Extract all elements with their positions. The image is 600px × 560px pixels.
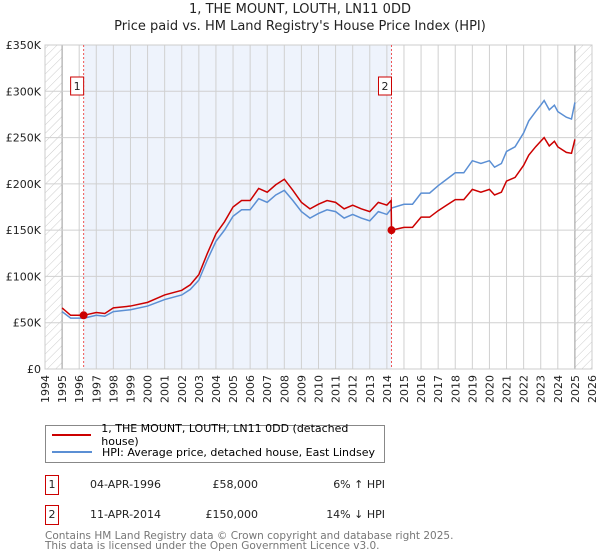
x-tick-label: 2010 — [313, 375, 326, 403]
x-tick-label: 1994 — [39, 375, 52, 403]
x-tick-label: 2017 — [432, 375, 445, 403]
legend-label-hpi: HPI: Average price, detached house, East… — [102, 445, 376, 459]
y-tick-label: £150K — [6, 224, 42, 237]
x-tick-label: 2005 — [227, 375, 240, 403]
plot-border — [44, 44, 593, 370]
x-tick-label: 2026 — [586, 375, 599, 403]
x-tick-label: 2025 — [569, 375, 582, 403]
marker-badge: 1 — [45, 475, 59, 495]
marker-badge: 2 — [45, 505, 59, 525]
table-row: 2 11-APR-2014 £150,000 14% ↓ HPI — [45, 505, 385, 525]
footer-line-2: This data is licensed under the Open Gov… — [45, 540, 380, 552]
x-tick-label: 2018 — [449, 375, 462, 403]
footer: Contains HM Land Registry data © Crown c… — [45, 530, 454, 552]
plot-area: 1994 1995 1996 1997 1998 1999 2000 2001 2002 2003… — [6, 39, 599, 403]
x-tick-label: 2000 — [142, 375, 155, 403]
y-tick-label: £300K — [6, 85, 42, 98]
annotation-label: 1 — [74, 80, 81, 93]
hatched-region-right — [574, 45, 592, 369]
table-row: 1 04-APR-1996 £58,000 6% ↑ HPI — [45, 475, 385, 495]
chart-title: 1, THE MOUNT, LOUTH, LN11 0DD — [189, 2, 411, 17]
x-tick-label: 2014 — [381, 375, 394, 403]
chart-subtitle: Price paid vs. HM Land Registry's House … — [114, 19, 486, 34]
x-tick-label: 1996 — [73, 375, 86, 403]
legend: 1, THE MOUNT, LOUTH, LN11 0DD (detached … — [45, 422, 385, 463]
legend-label-price: 1, THE MOUNT, LOUTH, LN11 0DD (detached … — [101, 422, 349, 448]
x-tick-label: 2008 — [278, 375, 291, 403]
legend-swatch-price — [52, 434, 92, 436]
x-tick-label: 2001 — [159, 375, 172, 403]
annotation-label: 2 — [381, 80, 388, 93]
annotation-box — [70, 76, 85, 96]
annotation-box — [377, 76, 392, 96]
y-tick-label: £350K — [6, 39, 42, 52]
sale-point — [387, 226, 396, 235]
sale-price: £58,000 — [212, 478, 259, 491]
x-tick-label: 1998 — [107, 375, 120, 403]
sale-price: £150,000 — [205, 508, 259, 521]
x-tick-label: 2024 — [552, 375, 565, 403]
x-tick-label: 2013 — [364, 375, 377, 403]
x-tick-label: 2011 — [330, 375, 343, 403]
ownership-shade — [83, 45, 392, 369]
y-tick-label: £200K — [6, 178, 42, 191]
x-tick-label: 2003 — [193, 375, 206, 403]
x-tick-label: 2007 — [261, 375, 274, 403]
x-tick-label: 2012 — [347, 375, 360, 403]
x-tick-label: 2006 — [244, 375, 257, 403]
x-tick-label: 2020 — [483, 375, 496, 403]
x-tick-label: 2002 — [176, 375, 189, 403]
hatched-region-left — [45, 45, 63, 369]
x-tick-label: 2022 — [518, 375, 531, 403]
x-tick-label: 2019 — [466, 375, 479, 403]
x-tick-label: 2023 — [535, 375, 548, 403]
x-tick-label: 1997 — [90, 375, 103, 403]
x-tick-label: 1995 — [56, 375, 69, 403]
hpi-diff: 14% ↓ HPI — [326, 508, 385, 521]
sale-point — [79, 311, 88, 320]
x-tick-label: 2015 — [398, 375, 411, 403]
y-tick-label: £100K — [6, 270, 42, 283]
y-tick-label: £50K — [13, 317, 42, 330]
footer-line-1: Contains HM Land Registry data © Crown c… — [45, 530, 454, 542]
price-line — [61, 136, 576, 317]
legend-swatch-hpi — [52, 451, 92, 453]
x-tick-label: 2009 — [295, 375, 308, 403]
y-tick-label: £0 — [27, 363, 41, 376]
x-tick-label: 2016 — [415, 375, 428, 403]
hpi-line — [61, 99, 576, 319]
x-tick-label: 2021 — [501, 375, 514, 403]
hpi-diff: 6% ↑ HPI — [333, 478, 385, 491]
sale-date: 11-APR-2014 — [90, 508, 162, 521]
y-tick-label: £250K — [6, 132, 42, 145]
x-tick-label: 1999 — [124, 375, 137, 403]
x-tick-label: 2004 — [210, 375, 223, 403]
sale-date: 04-APR-1996 — [90, 478, 162, 491]
